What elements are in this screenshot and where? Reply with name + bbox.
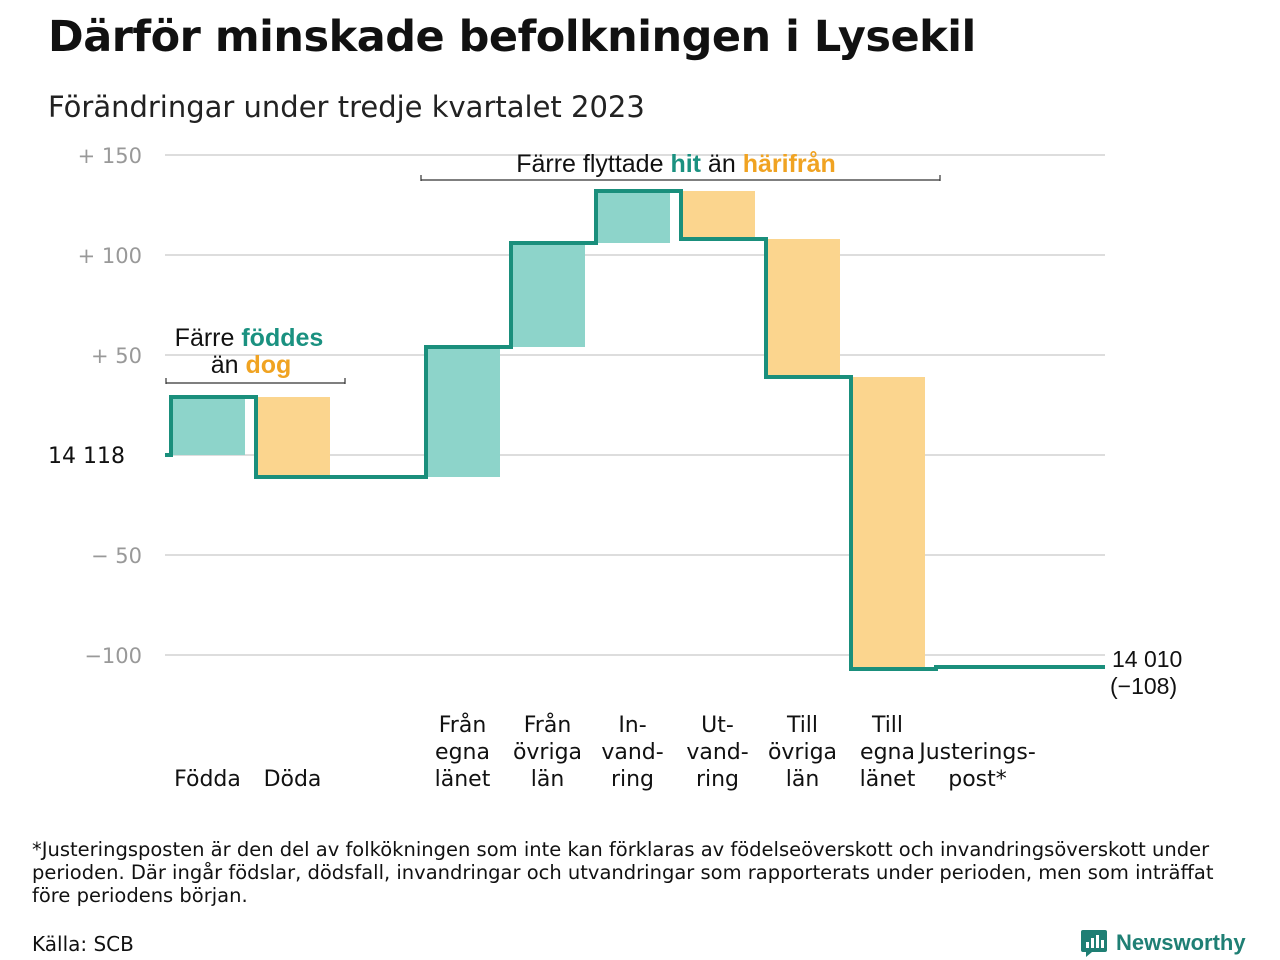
y-tick-label: −100 [84,644,142,668]
x-label-utvandring: vand- [686,740,748,765]
end-change-label: (−108) [1110,673,1177,699]
x-label-fran_egna: egna [435,740,490,765]
x-label-doda: Döda [264,767,322,792]
x-label-fran_ovriga: län [531,767,565,792]
y-axis-ticks: + 150 + 100 + 50 − 50 −100 14 118 [48,144,142,668]
y-tick-label: + 150 [78,144,142,168]
x-label-utvandring: Ut- [701,713,734,738]
annotation-moves: Färre flyttade hit än härifrån [516,150,836,178]
annotation-births-line2-part: än [211,351,246,379]
bars [170,191,925,669]
y-tick-label: + 50 [91,344,142,368]
x-axis-labels: Födda DödaFrånegnalänetFrånövrigalänIn-va… [174,712,1036,792]
x-label-till_egna: egna [860,740,915,765]
annotation-births-line2: än dog [211,351,292,379]
x-label-fran_ovriga: övriga [513,740,582,765]
brand-name: Newsworthy [1116,930,1246,955]
annotation-births-line1-part: föddes [241,324,323,352]
x-label-fran_ovriga: Från [524,712,572,738]
x-label-till_ovriga: övriga [768,740,837,765]
bar-till_egna [850,377,925,669]
start-value-label: 14 118 [48,444,125,469]
annotation-moves-part: Färre flyttade [516,150,670,178]
x-label-fodda: Födda [174,767,241,792]
bar-fodda [170,397,245,455]
x-label-till_egna: länet [860,767,916,792]
bar-doda [255,397,330,477]
x-label-till_egna: Till [871,713,903,738]
x-label-till_ovriga: Till [786,713,818,738]
bar-fran_ovriga [510,243,585,347]
x-label-utvandring: ring [696,767,739,792]
annotation-births-line1-part: Färre [175,324,242,352]
annotation-births-line2-part: dog [245,351,291,379]
bar-till_ovriga [765,239,840,377]
end-value-label: 14 010 [1112,646,1182,672]
x-label-fran_egna: Från [439,712,487,738]
brand-logo: Newsworthy [1080,928,1246,958]
x-label-invandring: vand- [601,740,663,765]
waterfall-chart: + 150 + 100 + 50 − 50 −100 14 118 Födda Döda Fr… [48,144,1182,792]
x-label-fran_egna: länet [435,767,491,792]
y-tick-label: + 100 [78,244,142,268]
x-label-invandring: In- [618,713,646,738]
footnote: *Justeringsposten är den del av folkökni… [32,838,1214,907]
chart-title: Därför minskade befolkningen i Lysekil [48,12,976,62]
x-label-till_ovriga: län [786,767,820,792]
annotation-moves-part: hit [670,150,701,178]
annotation-moves-part: än [701,150,743,178]
y-tick-label: − 50 [91,544,142,568]
x-label-justering: Justerings- [917,740,1036,765]
x-label-justering: post* [948,767,1007,792]
cumulative-step-line [165,189,1105,671]
x-label-invandring: ring [611,767,654,792]
chart-subtitle: Förändringar under tredje kvartalet 2023 [48,90,645,124]
bar-invandring [595,191,670,243]
source: Källa: SCB [32,932,134,956]
newsworthy-icon [1081,930,1107,957]
end-labels: 14 010(−108) [1110,646,1182,699]
annotation-births-line1: Färre föddes [175,324,324,352]
bar-fran_egna [425,347,500,477]
gridlines [165,154,1105,656]
bar-utvandring [680,191,755,239]
annotation-moves-part: härifrån [743,150,836,178]
